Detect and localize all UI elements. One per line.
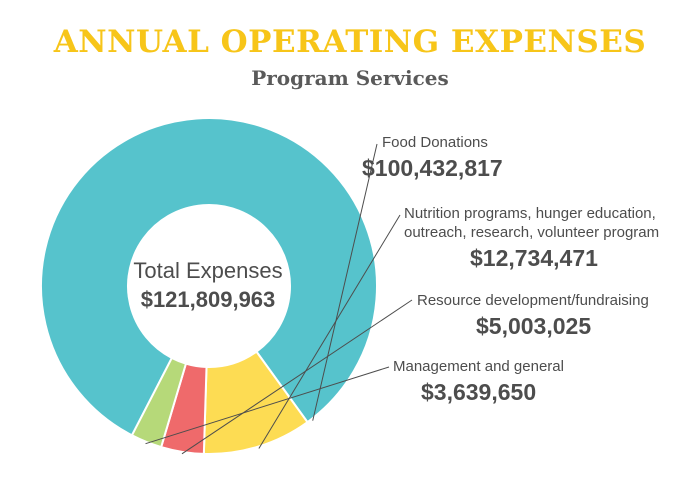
management-general-leader	[145, 366, 390, 445]
management-general-label: Management and general	[393, 358, 564, 375]
management-general-slice	[130, 356, 188, 449]
chart-title: ANNUAL OPERATING EXPENSES	[53, 24, 647, 60]
total-expenses-value: $121,809,963	[140, 287, 276, 312]
resource-development-label: Resource development/fundraising	[417, 292, 649, 309]
management-general-value: $3,639,650	[421, 379, 537, 405]
food-donations-label: Food Donations	[382, 134, 488, 151]
chart-subtitle: Program Services	[251, 66, 449, 90]
resource-development-value: $5,003,025	[476, 313, 592, 339]
resource-development-leader	[181, 299, 413, 455]
nutrition-programs-leader	[258, 214, 401, 449]
nutrition-programs-label-line1: Nutrition programs, hunger education,	[404, 205, 656, 222]
nutrition-programs-label-line2: outreach, research, volunteer program	[404, 224, 660, 241]
total-expenses-label: Total Expenses	[133, 258, 283, 283]
food-donations-value: $100,432,817	[362, 155, 503, 181]
food-donations-slice	[40, 117, 378, 437]
food-donations-leader	[312, 143, 378, 421]
nutrition-programs-value: $12,734,471	[470, 245, 598, 271]
